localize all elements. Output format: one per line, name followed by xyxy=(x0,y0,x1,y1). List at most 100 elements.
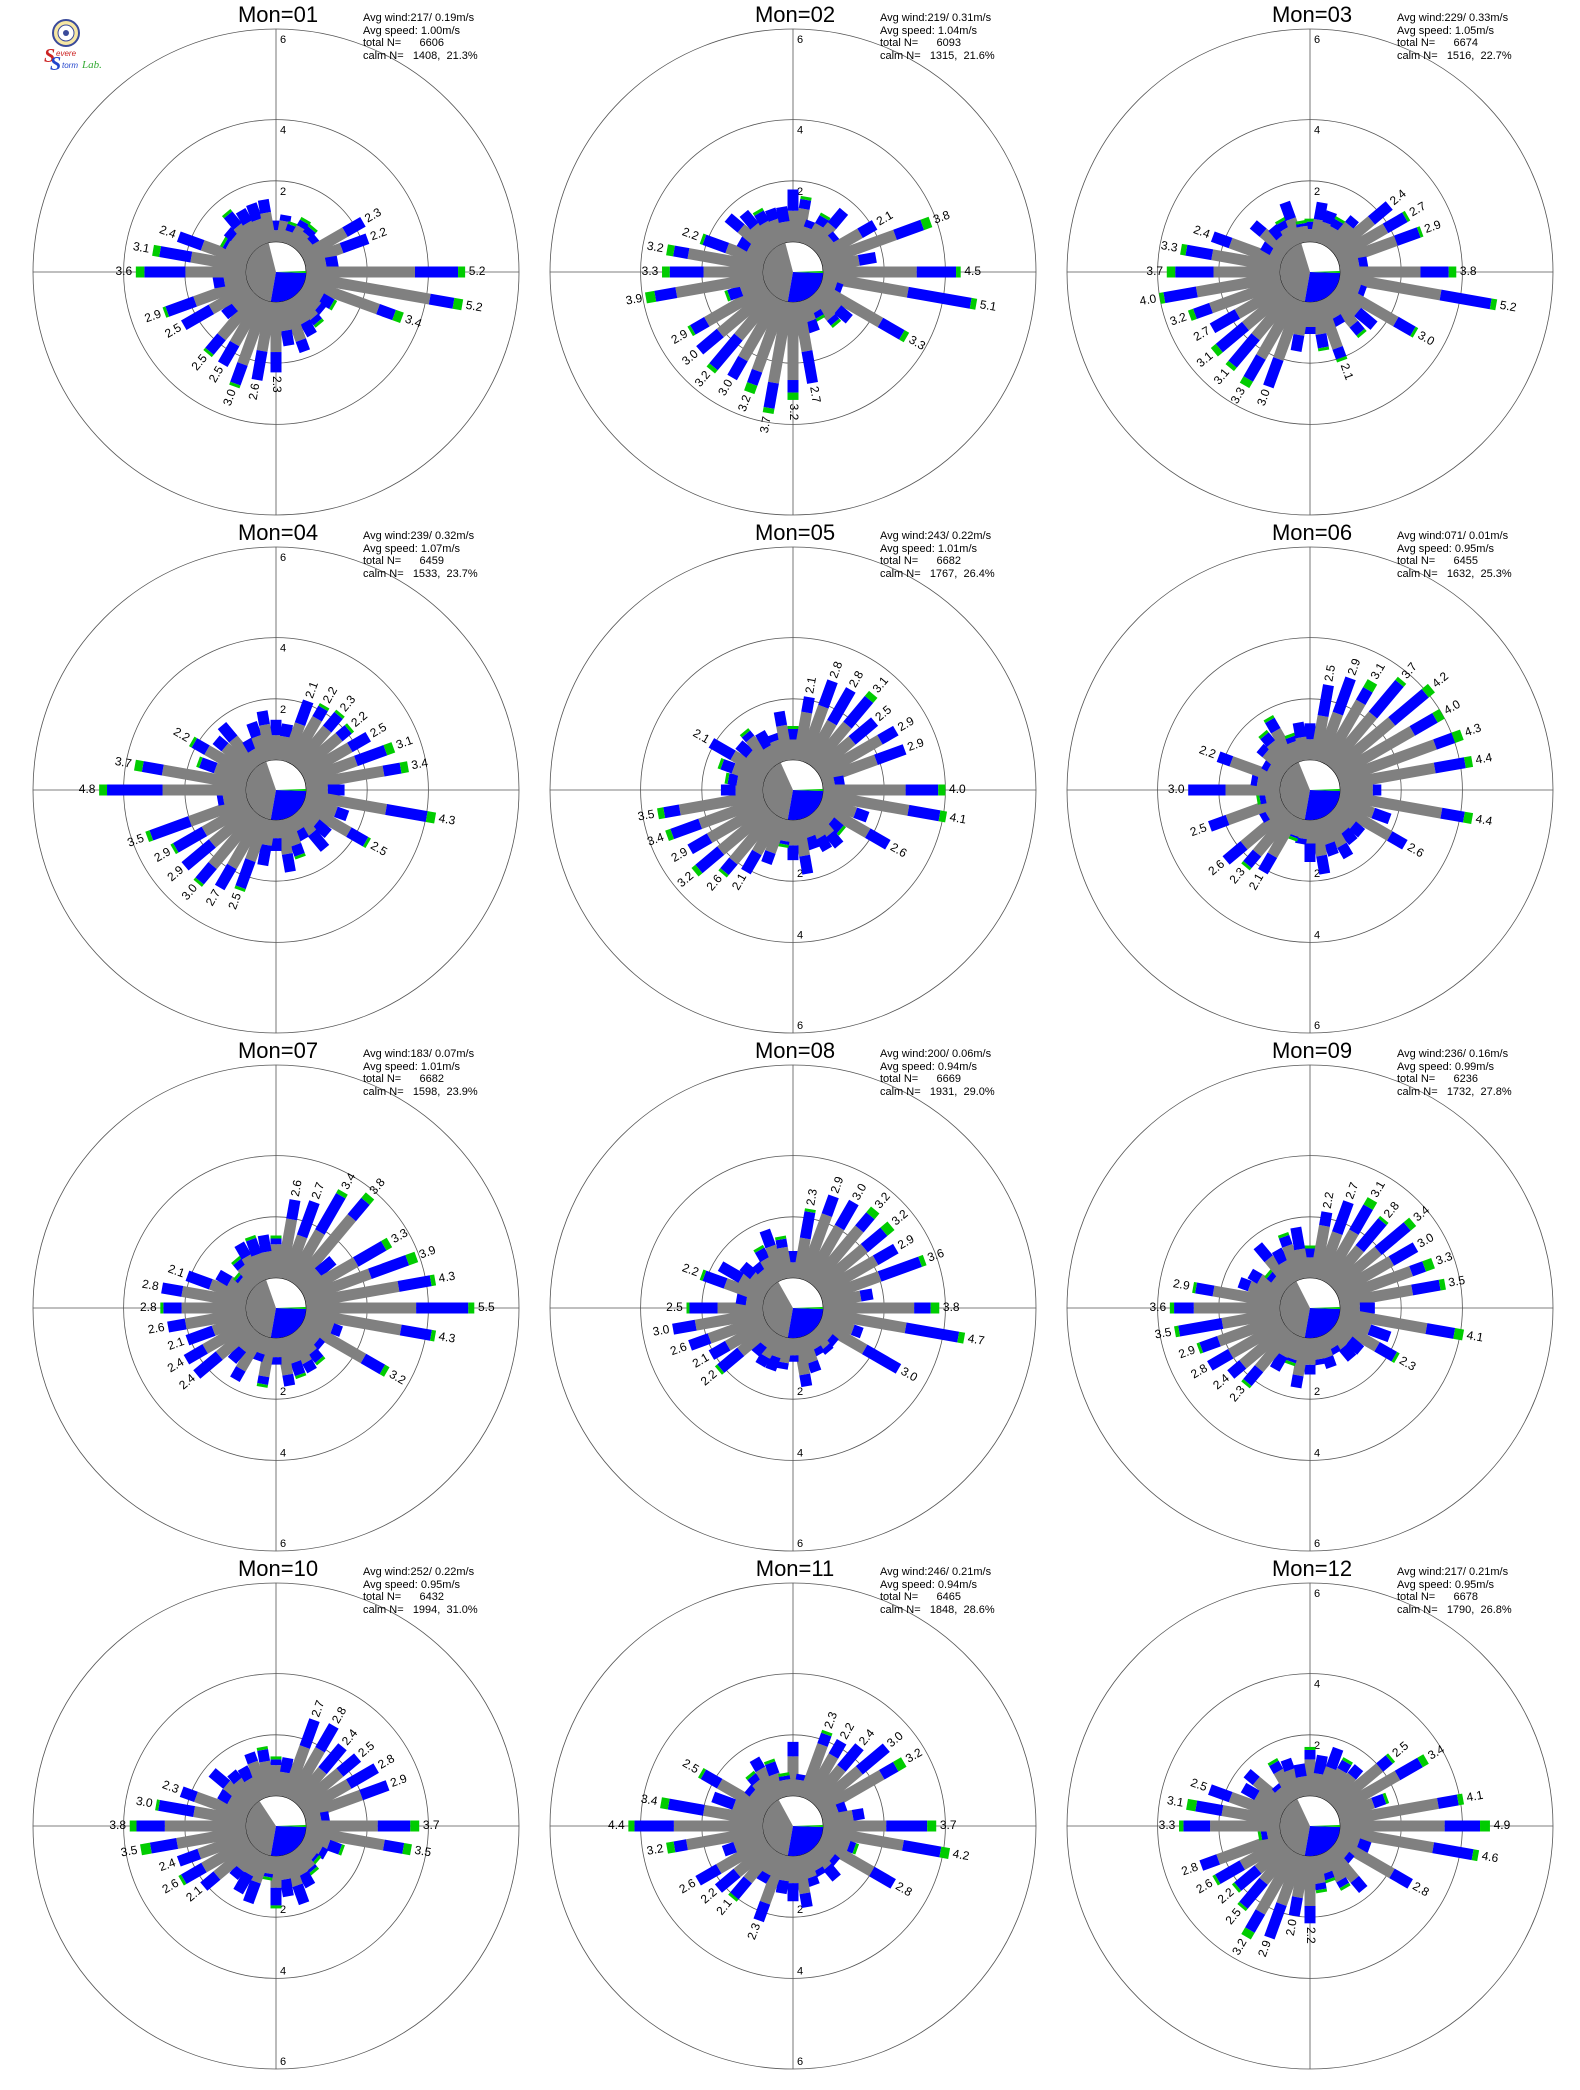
bar-value-label: 2.5 xyxy=(225,891,244,912)
direction-bar-segment xyxy=(281,722,306,764)
direction-bar-segment xyxy=(800,195,812,201)
direction-bar-segment xyxy=(254,1334,271,1355)
bar-value-label: 2.9 xyxy=(1177,1342,1198,1361)
direction-bar-segment xyxy=(161,1282,184,1297)
direction-bar-segment xyxy=(803,222,825,249)
direction-bar-segment xyxy=(770,1334,788,1359)
bar-value-label: 2.1 xyxy=(729,871,750,893)
ring-label: 4 xyxy=(280,1447,286,1459)
direction-bar-segment xyxy=(1271,1274,1291,1293)
bar-value-label: 4.4 xyxy=(1475,812,1494,829)
ring-label: 2 xyxy=(280,704,286,716)
direction-bar-segment xyxy=(969,297,978,310)
direction-bar-segment xyxy=(821,271,909,298)
bar-value-label: 2.5 xyxy=(206,363,227,385)
direction-bar-segment xyxy=(291,231,312,253)
direction-bar-segment xyxy=(739,209,759,230)
bar-value-label: 2.5 xyxy=(162,320,184,341)
direction-bar-segment xyxy=(1394,1757,1423,1781)
direction-bar-segment xyxy=(672,1319,697,1335)
wind-rose-plot: 2462.12.22.32.22.53.13.44.32.52.52.73.02… xyxy=(32,546,520,1034)
direction-bar-segment xyxy=(1329,287,1362,317)
direction-bar-segment xyxy=(1329,717,1396,775)
direction-bar-segment xyxy=(170,843,179,855)
ring-label: 4 xyxy=(280,1965,286,1977)
bar-value-label: 3.3 xyxy=(907,333,929,354)
bar-value-label: 2.3 xyxy=(1226,1382,1248,1404)
direction-bar-segment xyxy=(1333,1318,1380,1352)
direction-bar-segment xyxy=(904,1322,960,1343)
direction-bar-segment xyxy=(291,725,332,771)
direction-bar-segment xyxy=(749,1788,774,1811)
direction-bar-segment xyxy=(237,1327,261,1353)
direction-bar-segment xyxy=(730,750,770,780)
direction-bar-segment xyxy=(714,1364,725,1375)
bar-value-label: 2.8 xyxy=(329,1704,350,1726)
direction-bar-segment xyxy=(299,1718,320,1749)
direction-bar-segment xyxy=(410,1820,420,1832)
bar-value-label: 2.9 xyxy=(143,306,164,325)
direction-bar-segment xyxy=(1237,1901,1248,1912)
direction-bar-segment xyxy=(270,719,282,736)
bar-value-label: 2.6 xyxy=(147,1320,166,1337)
direction-bar-segment xyxy=(200,240,250,267)
direction-bar-segment xyxy=(353,1240,387,1267)
direction-bar-segment xyxy=(299,1318,367,1364)
direction-bar-segment xyxy=(660,1797,670,1810)
direction-bar-segment xyxy=(816,1318,868,1355)
bar-value-label: 3.0 xyxy=(652,1322,671,1339)
direction-bar-segment xyxy=(299,227,348,262)
direction-bar-segment xyxy=(304,1307,402,1336)
direction-bar-segment xyxy=(666,1841,676,1854)
direction-bar-segment xyxy=(302,795,338,817)
bar-value-label: 2.4 xyxy=(157,1855,178,1874)
direction-bar-segment xyxy=(1210,231,1233,249)
direction-bar-segment xyxy=(803,1224,845,1285)
direction-bar-segment xyxy=(724,290,731,302)
direction-bar-segment xyxy=(1333,800,1393,841)
direction-bar-segment xyxy=(167,1318,187,1333)
direction-bar-segment xyxy=(367,1255,410,1280)
direction-bar-segment xyxy=(1315,1888,1328,1894)
bar-value-label: 2.9 xyxy=(1172,1276,1191,1293)
direction-bar-segment xyxy=(1336,1876,1350,1889)
direction-bar-segment xyxy=(244,1234,257,1242)
bar-value-label: 2.6 xyxy=(668,1339,689,1358)
direction-bar-segment xyxy=(1319,1211,1333,1227)
direction-bar-segment xyxy=(727,355,748,381)
direction-bar-segment xyxy=(1368,679,1404,719)
bar-value-label: 3.7 xyxy=(757,415,774,434)
wind-rose-panel: 2 4 6 2.4 2.7 2.9 3.8 5.2 3.0 2.1 3.0 3.3 3.1 3.1 2.7 3… xyxy=(1052,0,1572,518)
direction-bar-segment xyxy=(233,222,261,253)
direction-bar-segment xyxy=(251,350,268,381)
direction-bar-segment xyxy=(763,1758,776,1766)
bar-value-label: 4.0 xyxy=(1441,697,1463,718)
direction-bar-segment xyxy=(216,793,225,806)
direction-bar-segment xyxy=(708,1340,731,1360)
direction-bar-segment xyxy=(698,1767,707,1780)
direction-bar-segment xyxy=(812,1323,833,1343)
direction-bar-segment xyxy=(1313,201,1328,221)
direction-bar-segment xyxy=(306,1302,417,1314)
direction-bar-segment xyxy=(1169,1302,1175,1314)
direction-bar-segment xyxy=(354,745,388,767)
bar-value-label: 3.0 xyxy=(135,1794,154,1811)
direction-bar-segment xyxy=(1254,1327,1295,1373)
direction-bar-segment xyxy=(193,877,204,887)
direction-bar-segment xyxy=(834,305,853,324)
direction-bar-segment xyxy=(852,1843,860,1855)
bar-value-label: 3.5 xyxy=(1154,1325,1173,1342)
direction-bar-segment xyxy=(1209,277,1284,314)
direction-bar-segment xyxy=(1295,736,1311,762)
direction-bar-segment xyxy=(279,1757,294,1774)
direction-bar-segment xyxy=(360,1353,386,1375)
direction-bar-segment xyxy=(747,368,763,386)
bar-value-label: 5.2 xyxy=(469,264,486,278)
direction-bar-segment xyxy=(698,795,767,829)
direction-bar-segment xyxy=(217,340,240,367)
direction-bar-segment xyxy=(296,1200,320,1239)
direction-bar-segment xyxy=(907,804,941,822)
calm-sector-grey xyxy=(1280,762,1310,820)
calm-sector-grey xyxy=(1280,1281,1310,1338)
direction-bar-segment xyxy=(747,1773,761,1786)
